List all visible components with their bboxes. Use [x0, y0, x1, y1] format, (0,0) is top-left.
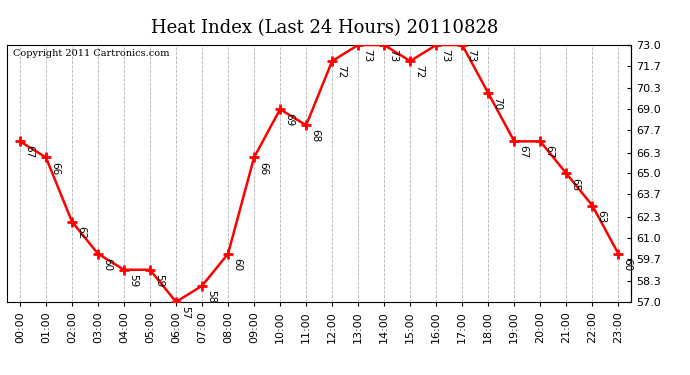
Text: Heat Index (Last 24 Hours) 20110828: Heat Index (Last 24 Hours) 20110828 — [150, 19, 498, 37]
Text: 69: 69 — [284, 113, 294, 127]
Text: 59: 59 — [154, 274, 164, 287]
Text: 73: 73 — [466, 49, 476, 62]
Text: 67: 67 — [518, 146, 529, 159]
Text: 70: 70 — [493, 98, 502, 111]
Text: 73: 73 — [388, 49, 398, 62]
Text: 58: 58 — [206, 290, 216, 303]
Text: 68: 68 — [310, 129, 320, 143]
Text: 60: 60 — [233, 258, 242, 271]
Text: 59: 59 — [128, 274, 138, 287]
Text: 67: 67 — [24, 146, 34, 159]
Text: Copyright 2011 Cartronics.com: Copyright 2011 Cartronics.com — [13, 49, 170, 58]
Text: 73: 73 — [362, 49, 373, 62]
Text: 63: 63 — [596, 210, 607, 223]
Text: 73: 73 — [440, 49, 451, 62]
Text: 60: 60 — [102, 258, 112, 271]
Text: 67: 67 — [544, 146, 555, 159]
Text: 72: 72 — [415, 65, 424, 78]
Text: 57: 57 — [180, 306, 190, 319]
Text: 66: 66 — [50, 162, 60, 175]
Text: 65: 65 — [571, 178, 580, 191]
Text: 62: 62 — [76, 226, 86, 239]
Text: 66: 66 — [258, 162, 268, 175]
Text: 72: 72 — [336, 65, 346, 78]
Text: 60: 60 — [622, 258, 633, 271]
